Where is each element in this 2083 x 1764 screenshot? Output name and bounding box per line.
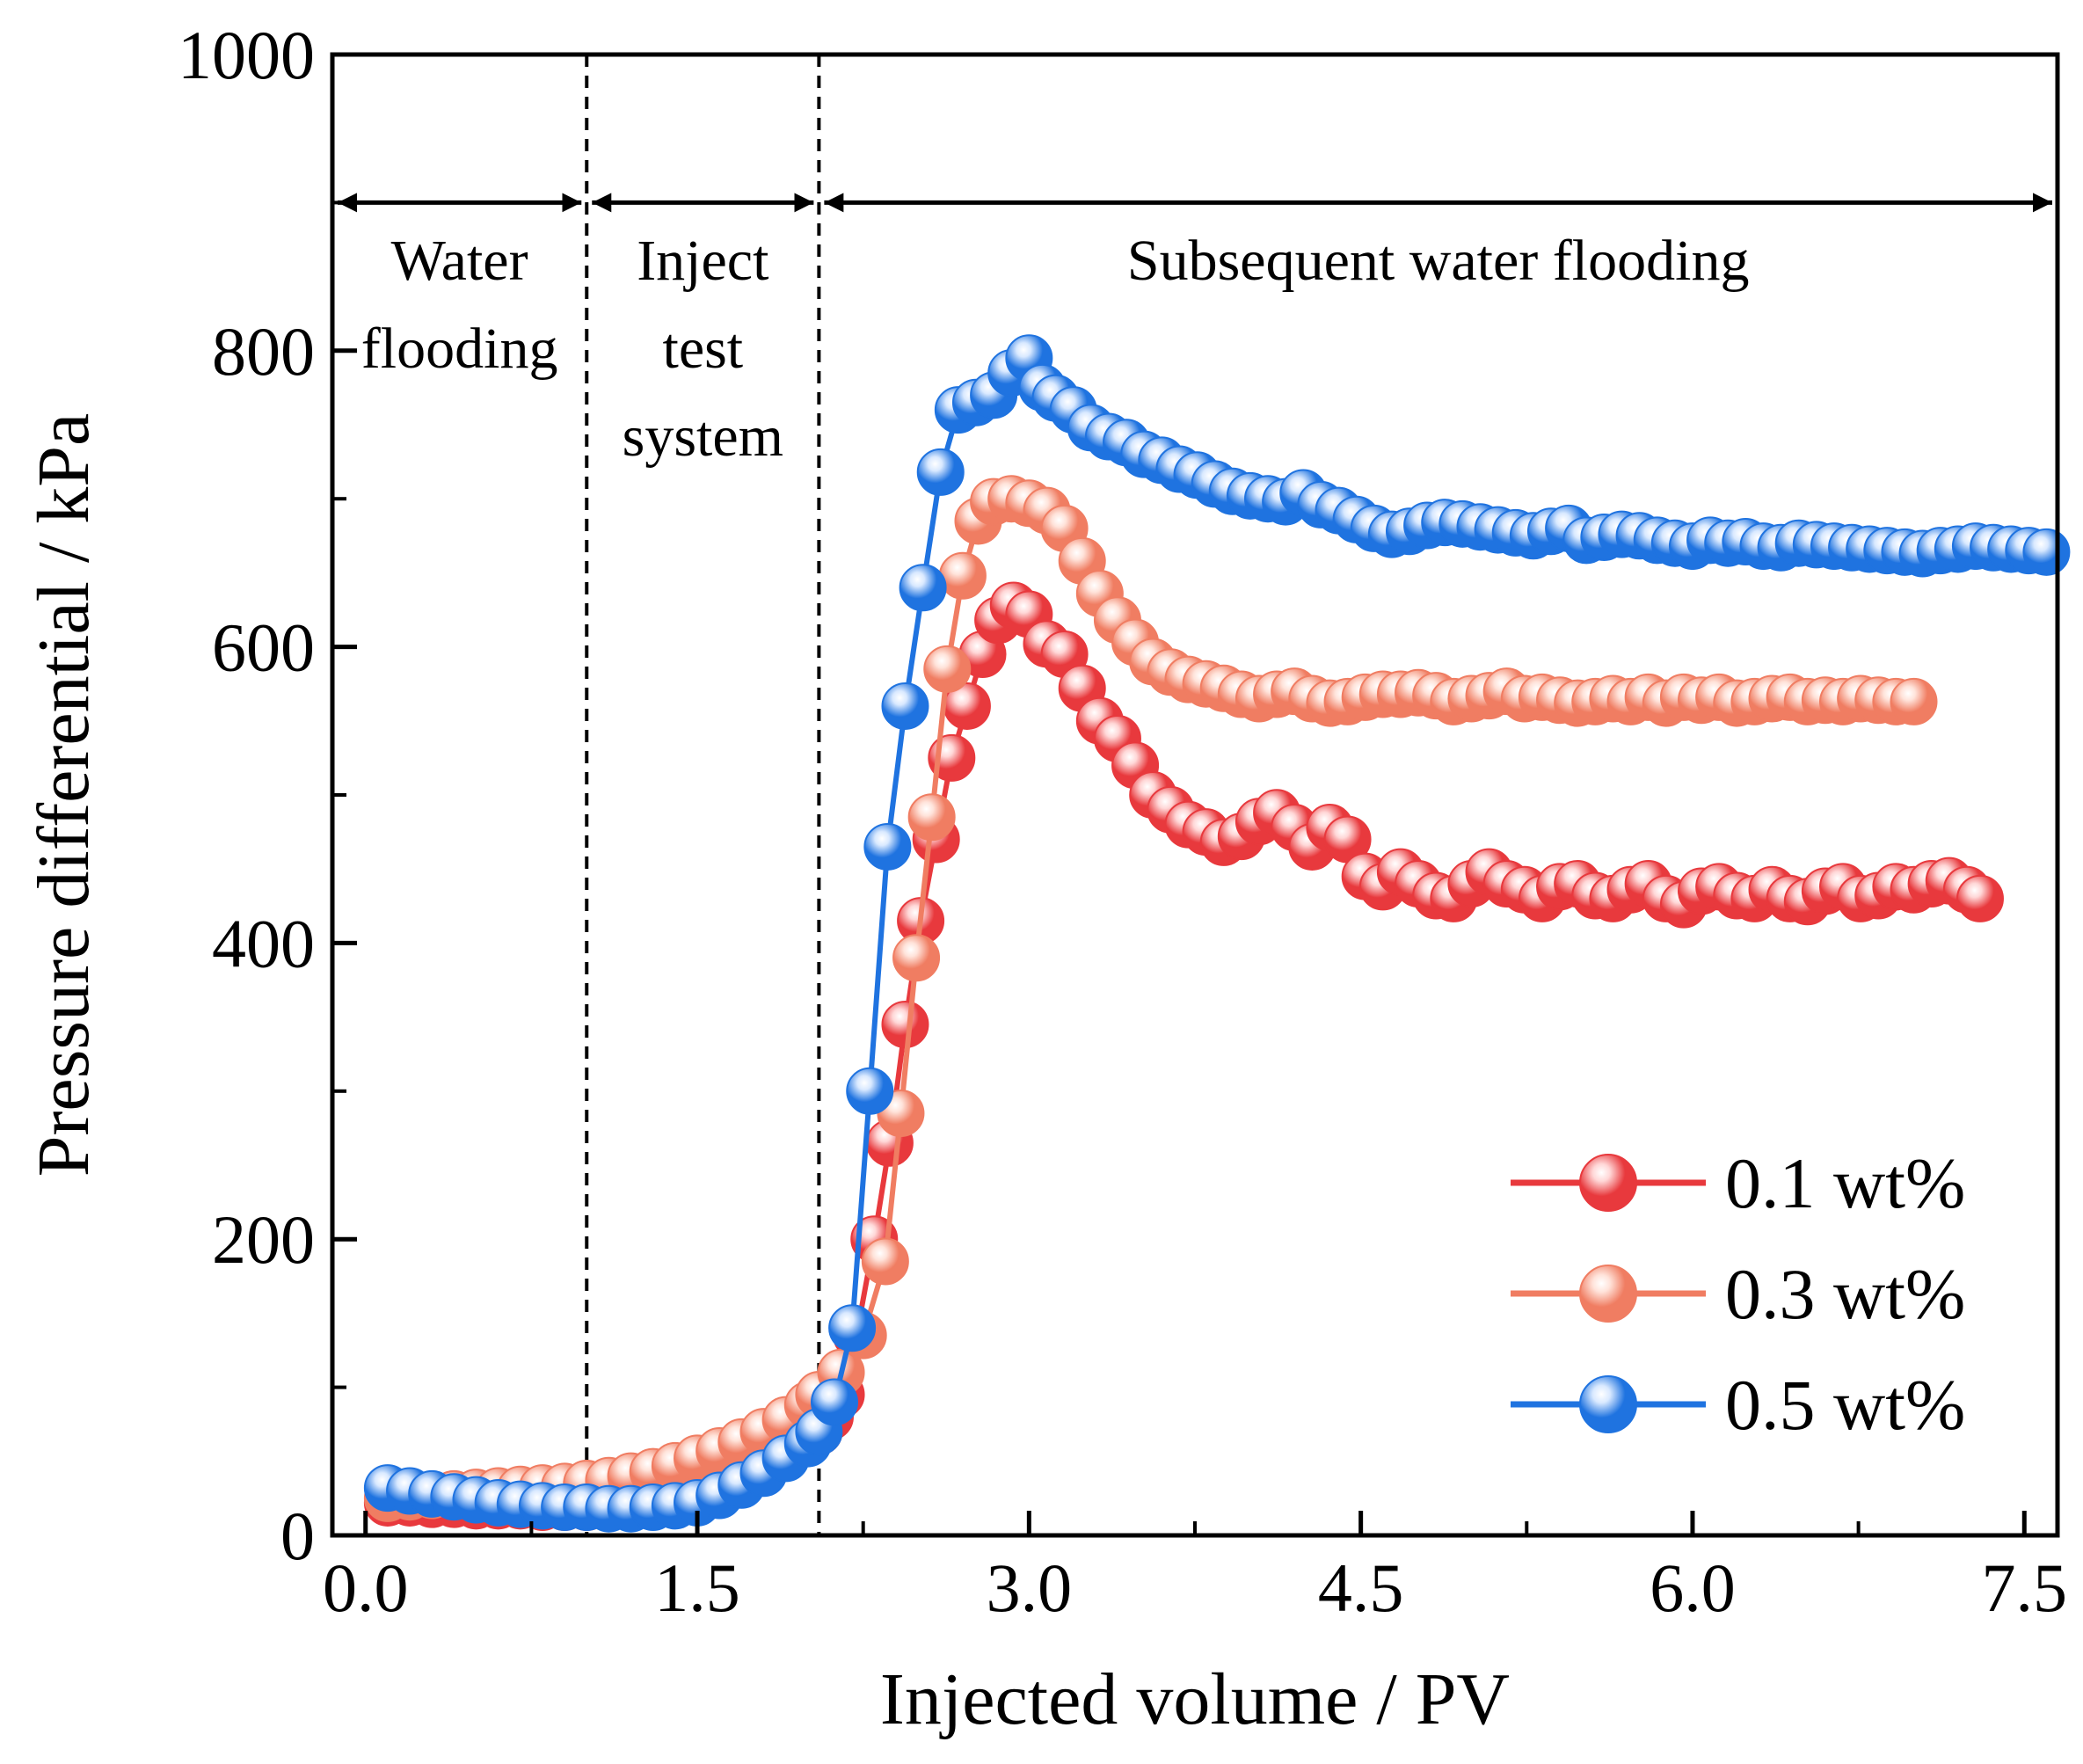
data-point — [881, 1001, 929, 1049]
stage-annotations: Water flooding Inject test system Subsequent … — [338, 55, 2052, 1535]
y-tick-label: 800 — [212, 313, 315, 390]
stage-label-0-1: flooding — [361, 317, 558, 381]
x-tick-label: 1.5 — [654, 1549, 740, 1626]
legend-label-0: 0.1 wt% — [1725, 1143, 1965, 1223]
data-point — [881, 682, 929, 730]
data-point — [828, 1304, 877, 1352]
data-point — [863, 822, 912, 871]
legend-label-2: 0.5 wt% — [1725, 1365, 1965, 1445]
legend-label-1: 0.3 wt% — [1725, 1254, 1965, 1334]
x-tick-label: 4.5 — [1318, 1549, 1404, 1626]
axes: 0.0 1.5 3.0 4.5 6.0 7.5 0 200 400 600 800 1000 Injec… — [23, 17, 2067, 1740]
stage-label-0-0: Water — [391, 229, 528, 293]
data-point — [846, 1067, 894, 1115]
data-series — [363, 334, 2071, 1533]
legend-marker-2 — [1579, 1375, 1637, 1433]
data-point — [899, 564, 947, 612]
y-tick-label: 400 — [212, 905, 315, 981]
y-tick-label: 600 — [212, 609, 315, 686]
x-tick-label: 3.0 — [987, 1549, 1073, 1626]
legend-marker-1 — [1579, 1265, 1637, 1323]
data-point — [1956, 874, 2004, 922]
stage-label-1-0: Inject — [637, 229, 768, 293]
data-point — [892, 934, 941, 982]
stage-label-2-0: Subsequent water flooding — [1127, 229, 1750, 293]
legend: 0.1 wt% 0.3 wt% 0.5 wt% — [1511, 1143, 1965, 1445]
stage-label-1-1: test — [662, 317, 743, 381]
y-axis-title: Pressure differential / kPa — [23, 413, 105, 1177]
x-tick-label: 7.5 — [1982, 1549, 2068, 1626]
stage-label-1-2: system — [623, 405, 783, 469]
data-point — [938, 551, 987, 600]
data-point — [2022, 528, 2071, 576]
data-point — [916, 448, 965, 496]
legend-marker-0 — [1579, 1154, 1637, 1212]
data-point — [907, 793, 956, 842]
x-tick-label: 6.0 — [1650, 1549, 1736, 1626]
data-point — [810, 1378, 858, 1426]
data-point — [1890, 677, 1938, 725]
x-axis-title: Injected volume / PV — [880, 1658, 1510, 1740]
y-tick-label: 200 — [212, 1201, 315, 1278]
data-point — [923, 645, 972, 693]
y-tick-label: 1000 — [178, 17, 315, 93]
x-tick-label: 0.0 — [323, 1549, 409, 1626]
data-point — [861, 1237, 909, 1286]
y-tick-label: 0 — [280, 1498, 315, 1574]
